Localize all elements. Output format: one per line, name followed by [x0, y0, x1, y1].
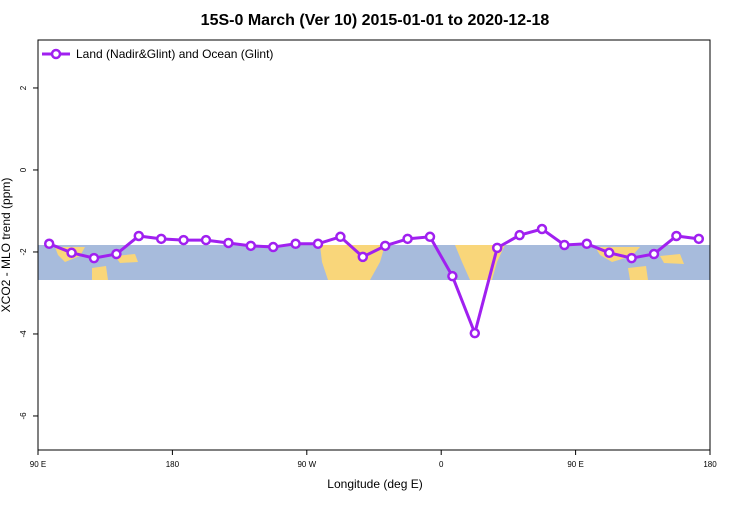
x-tick-label: 90 E	[30, 460, 46, 469]
data-point	[43, 238, 55, 250]
data-point	[559, 239, 570, 251]
land	[92, 266, 108, 280]
data-point	[469, 327, 481, 339]
series-line	[48, 227, 699, 338]
plot-frame	[37, 39, 711, 451]
data-point	[267, 241, 279, 253]
data-point	[335, 231, 346, 243]
data-point	[178, 234, 189, 246]
data-point	[155, 233, 167, 245]
x-tick-label: 180	[166, 460, 180, 469]
data-point	[514, 229, 525, 241]
data-point	[223, 237, 234, 249]
legend-marker	[50, 48, 62, 60]
data-point	[648, 248, 660, 260]
x-axis-label: Longitude (deg E)	[327, 477, 422, 491]
land	[628, 266, 648, 280]
data-point	[88, 252, 100, 264]
data-point	[200, 234, 212, 246]
data-point	[447, 270, 458, 282]
data-point	[424, 231, 436, 243]
data-point	[245, 240, 257, 252]
x-tick-label: 0	[439, 460, 444, 469]
data-point	[111, 248, 122, 260]
data-point	[66, 247, 77, 259]
data-point	[626, 252, 637, 264]
data-point	[671, 230, 682, 242]
y-tick-label: 2	[19, 85, 28, 90]
data-point	[402, 233, 413, 245]
data-point	[312, 238, 324, 250]
x-tick-label: 90 W	[297, 460, 316, 469]
data-point	[379, 240, 391, 252]
data-point	[357, 251, 369, 263]
x-tick-label: 180	[703, 460, 717, 469]
legend: Land (Nadir&Glint) and Ocean (Glint)	[42, 47, 273, 61]
legend-label: Land (Nadir&Glint) and Ocean (Glint)	[76, 47, 273, 61]
x-tick-label: 90 E	[567, 460, 583, 469]
y-tick-label: 0	[19, 167, 28, 172]
y-tick-label: -2	[19, 248, 28, 256]
data-point	[290, 238, 301, 250]
data-point	[536, 223, 548, 235]
y-axis-label: XCO2 - MLO trend (ppm)	[0, 178, 13, 313]
land	[660, 254, 684, 264]
chart-title: 15S-0 March (Ver 10) 2015-01-01 to 2020-…	[201, 12, 550, 29]
data-point	[491, 242, 503, 254]
data-point	[581, 238, 593, 250]
data-point	[603, 247, 615, 259]
y-tick-label: -4	[19, 330, 28, 338]
y-tick-label: -6	[19, 412, 28, 420]
data-point	[133, 230, 145, 242]
data-point	[693, 233, 705, 245]
